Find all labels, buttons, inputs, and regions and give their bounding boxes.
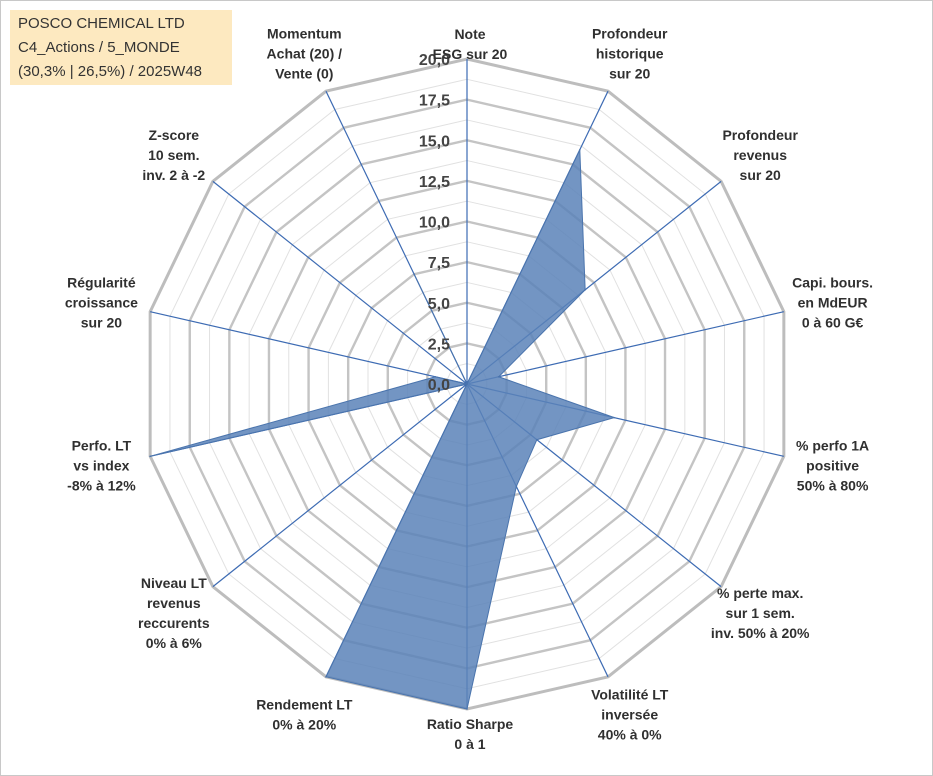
- axis-label-line: vs index: [73, 458, 129, 474]
- axis-label: Momentum Achat (20) / Vente (0): [267, 25, 343, 81]
- axis-label-line: Capi. bours.: [792, 274, 873, 290]
- axis-label-line: Z-score: [149, 127, 200, 143]
- axis-label-line: Vente (0): [275, 65, 333, 81]
- axis-labels: Note ESG sur 20 Profondeur historique sur 20…: [65, 25, 873, 752]
- axis-label-line: Volatilité LT: [591, 687, 669, 703]
- axis-label-line: 0 à 60 G€: [802, 314, 864, 330]
- data-point: [497, 375, 500, 378]
- axis-label-line: 10 sem.: [148, 147, 199, 163]
- axis-label-line: % perfo 1A: [796, 438, 869, 454]
- axis-label-line: Achat (20) /: [267, 45, 343, 61]
- data-point: [466, 383, 468, 385]
- axis-label-line: croissance: [65, 294, 138, 310]
- axis-label: Note ESG sur 20: [433, 26, 508, 62]
- axis-label-line: inv. 2 à -2: [142, 167, 205, 183]
- axis-label-line: 50% à 80%: [797, 478, 869, 494]
- axis-spoke: [466, 311, 784, 385]
- axis-label-line: reccurents: [138, 615, 210, 631]
- data-area: [149, 148, 616, 710]
- axis-label-line: sur 20: [609, 65, 650, 81]
- data-point: [613, 416, 616, 419]
- axis-label: Profondeur historique sur 20: [592, 25, 668, 81]
- info-box: POSCO CHEMICAL LTD C4_Actions / 5_MONDE …: [10, 10, 232, 85]
- tick-labels: 0,0 2,5 5,0 7,5 10,0 12,5 15,0 17,5 20,0: [419, 52, 450, 394]
- tick-label: 2,5: [428, 336, 450, 353]
- info-company: POSCO CHEMICAL LTD: [18, 15, 185, 32]
- axis-label: Ratio Sharpe 0 à 1: [427, 716, 514, 752]
- axis-label-line: Rendement LT: [256, 697, 353, 713]
- axis-label-line: sur 20: [81, 314, 122, 330]
- data-point: [413, 273, 415, 275]
- axis-label-line: 0 à 1: [454, 736, 485, 752]
- data-point: [466, 708, 468, 710]
- data-point: [579, 148, 581, 151]
- axis-label-line: % perte max.: [717, 585, 803, 601]
- data-point: [515, 485, 518, 488]
- axis-label-line: -8% à 12%: [67, 478, 136, 494]
- axis-label-line: ESG sur 20: [433, 46, 508, 62]
- axis-label: Capi. bours. en MdEUR 0 à 60 G€: [792, 274, 873, 330]
- axis-label: Rendement LT 0% à 20%: [256, 697, 353, 733]
- axis-label-line: revenus: [733, 147, 787, 163]
- data-point: [434, 375, 437, 378]
- data-point: [536, 438, 538, 441]
- axis-label-line: Ratio Sharpe: [427, 716, 514, 732]
- axis-label-line: en MdEUR: [798, 294, 868, 310]
- info-stats: (30,3% | 26,5%) / 2025W48: [18, 63, 202, 80]
- data-series-area: [150, 149, 616, 710]
- axis-label-line: inversée: [601, 707, 658, 723]
- tick-label: 5,0: [428, 296, 450, 313]
- axis-label-line: historique: [596, 45, 664, 61]
- axis-label-line: inv. 50% à 20%: [711, 625, 810, 641]
- axis-label: Profondeur revenus sur 20: [722, 127, 798, 183]
- axis-label: Régularité croissance sur 20: [65, 274, 138, 330]
- axis-label-line: sur 20: [740, 167, 781, 183]
- tick-label: 12,5: [419, 174, 450, 191]
- axis-label-line: Perfo. LT: [72, 438, 132, 454]
- tick-label: 0,0: [428, 377, 450, 394]
- axis-label-line: 40% à 0%: [598, 727, 662, 743]
- axis-label: Volatilité LT inversée 40% à 0%: [591, 687, 669, 743]
- tick-label: 10,0: [419, 215, 450, 232]
- axis-label: Perfo. LT vs index -8% à 12%: [67, 438, 136, 494]
- info-category: C4_Actions / 5_MONDE: [18, 39, 180, 56]
- axis-spoke: [150, 311, 468, 385]
- axis-label-line: sur 1 sem.: [726, 605, 795, 621]
- axis-label: % perte max. sur 1 sem. inv. 50% à 20%: [711, 585, 810, 641]
- data-point: [149, 455, 151, 458]
- axis-spoke: [212, 383, 468, 588]
- tick-label: 15,0: [419, 133, 450, 150]
- axis-label-line: revenus: [147, 595, 201, 611]
- tick-label: 7,5: [428, 255, 450, 272]
- axis-label-line: 0% à 20%: [272, 717, 336, 733]
- axis-label-line: Profondeur: [722, 127, 798, 143]
- axis-label: % perfo 1A positive 50% à 80%: [796, 438, 869, 494]
- axis-label-line: 0% à 6%: [146, 635, 203, 651]
- data-point: [325, 676, 327, 678]
- tick-label: 20,0: [419, 52, 450, 69]
- axis-label-line: Momentum: [267, 25, 342, 41]
- axis-label-line: Régularité: [67, 274, 136, 290]
- axis-label-line: positive: [806, 458, 859, 474]
- axis-label-line: Note: [454, 26, 485, 42]
- axis-label: Z-score 10 sem. inv. 2 à -2: [142, 127, 205, 183]
- axis-label: Niveau LT revenus reccurents 0% à 6%: [138, 575, 210, 651]
- axis-label-line: Profondeur: [592, 25, 668, 41]
- data-point: [584, 288, 586, 291]
- axis-spoke: [212, 180, 468, 385]
- axis-label-line: Niveau LT: [141, 575, 207, 591]
- tick-label: 17,5: [419, 93, 450, 110]
